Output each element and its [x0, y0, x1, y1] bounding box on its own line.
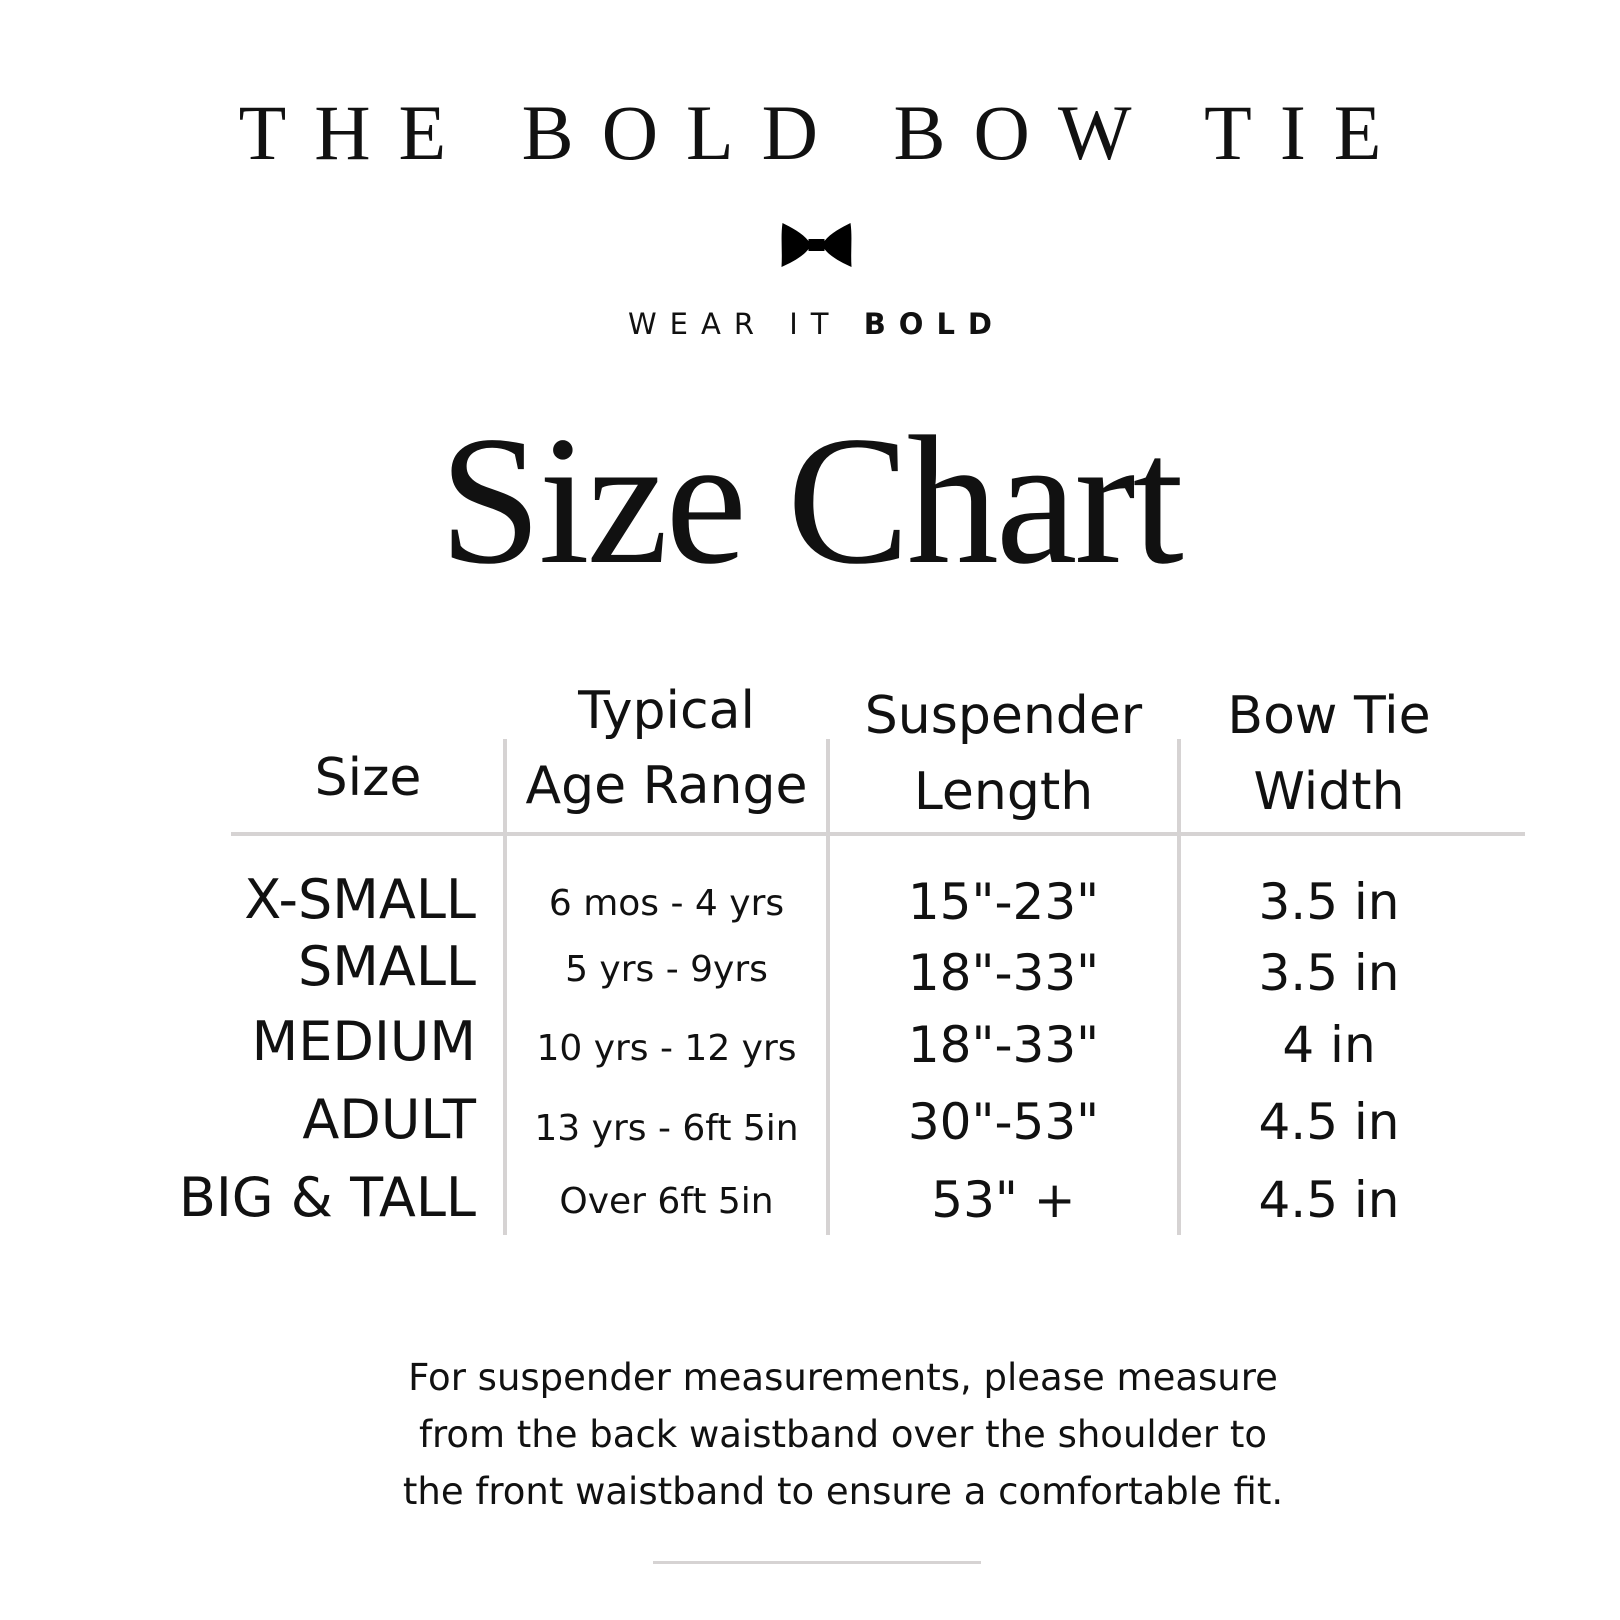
header-bowtie-line2: Width — [1253, 762, 1405, 822]
cell-suspender: 15"-23" — [907, 873, 1100, 931]
cell-bowtie: 3.5 in — [1258, 944, 1400, 1002]
cell-size: SMALL — [298, 935, 476, 998]
header-suspender-line2: Length — [913, 762, 1094, 822]
column-divider — [503, 739, 507, 1235]
header-size: Size — [314, 748, 422, 808]
footer-divider — [653, 1561, 981, 1564]
cell-suspender: 53" + — [931, 1171, 1076, 1229]
page-title: Size Chart — [439, 398, 1184, 602]
cell-suspender: 30"-53" — [907, 1093, 1100, 1151]
column-divider — [826, 739, 830, 1235]
tagline: WEAR IT BOLD — [0, 310, 1620, 339]
header-age-line2: Age Range — [525, 756, 808, 816]
note-line: the front waistband to ensure a comforta… — [402, 1470, 1284, 1513]
cell-age: 6 mos - 4 yrs — [548, 883, 785, 924]
column-divider — [1177, 739, 1181, 1235]
cell-bowtie: 3.5 in — [1258, 873, 1400, 931]
tagline-regular: WEAR IT — [627, 307, 842, 341]
note-line: from the back waistband over the shoulde… — [418, 1413, 1268, 1456]
cell-age: 5 yrs - 9yrs — [565, 949, 768, 990]
cell-suspender: 18"-33" — [907, 1016, 1100, 1074]
bow-tie-icon — [781, 223, 852, 267]
note-line: For suspender measurements, please measu… — [408, 1356, 1278, 1399]
header-bowtie-line1: Bow Tie — [1227, 686, 1431, 746]
cell-age: Over 6ft 5in — [559, 1181, 774, 1222]
cell-size: BIG & TALL — [178, 1166, 476, 1229]
cell-suspender: 18"-33" — [907, 944, 1100, 1002]
cell-bowtie: 4.5 in — [1258, 1171, 1400, 1229]
cell-bowtie: 4 in — [1282, 1016, 1376, 1074]
header-divider — [231, 832, 1525, 836]
header-age-line1: Typical — [578, 681, 755, 741]
cell-size: X-SMALL — [244, 868, 476, 931]
brand-name: THE BOLD BOW TIE — [238, 89, 1410, 176]
header-suspender-line1: Suspender — [864, 686, 1143, 746]
cell-bowtie: 4.5 in — [1258, 1093, 1400, 1151]
tagline-bold: BOLD — [863, 307, 1005, 341]
cell-age: 10 yrs - 12 yrs — [536, 1028, 797, 1069]
cell-size: ADULT — [302, 1088, 476, 1151]
cell-age: 13 yrs - 6ft 5in — [534, 1108, 799, 1149]
cell-size: MEDIUM — [251, 1010, 476, 1073]
